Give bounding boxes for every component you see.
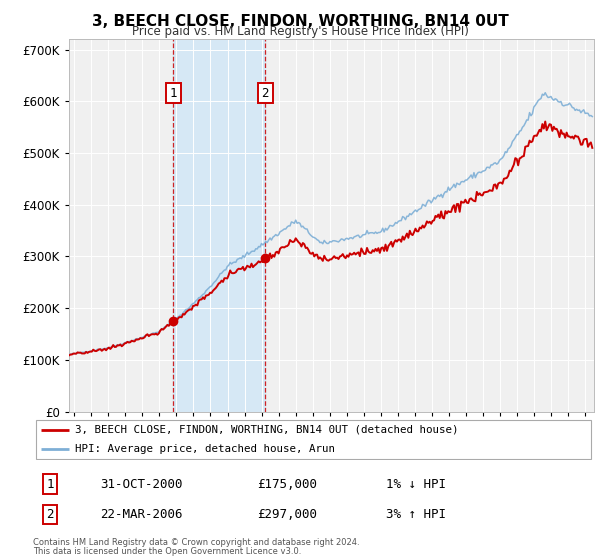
Text: 2: 2 [262, 87, 269, 100]
Text: £297,000: £297,000 [257, 508, 317, 521]
Text: 1: 1 [170, 87, 177, 100]
Text: 22-MAR-2006: 22-MAR-2006 [100, 508, 183, 521]
Text: 3% ↑ HPI: 3% ↑ HPI [386, 508, 446, 521]
Bar [173, 39, 265, 412]
Text: Contains HM Land Registry data © Crown copyright and database right 2024.: Contains HM Land Registry data © Crown c… [33, 538, 359, 547]
Text: 31-OCT-2000: 31-OCT-2000 [100, 478, 183, 491]
Text: 3, BEECH CLOSE, FINDON, WORTHING, BN14 0UT (detached house): 3, BEECH CLOSE, FINDON, WORTHING, BN14 0… [75, 424, 458, 435]
Text: 3, BEECH CLOSE, FINDON, WORTHING, BN14 0UT: 3, BEECH CLOSE, FINDON, WORTHING, BN14 0… [92, 14, 508, 29]
Text: 2: 2 [46, 508, 53, 521]
Text: 1: 1 [46, 478, 53, 491]
Text: This data is licensed under the Open Government Licence v3.0.: This data is licensed under the Open Gov… [33, 547, 301, 556]
Text: 1% ↓ HPI: 1% ↓ HPI [386, 478, 446, 491]
FancyBboxPatch shape [36, 420, 591, 459]
Text: Price paid vs. HM Land Registry's House Price Index (HPI): Price paid vs. HM Land Registry's House … [131, 25, 469, 38]
Text: £175,000: £175,000 [257, 478, 317, 491]
Text: HPI: Average price, detached house, Arun: HPI: Average price, detached house, Arun [75, 444, 335, 454]
